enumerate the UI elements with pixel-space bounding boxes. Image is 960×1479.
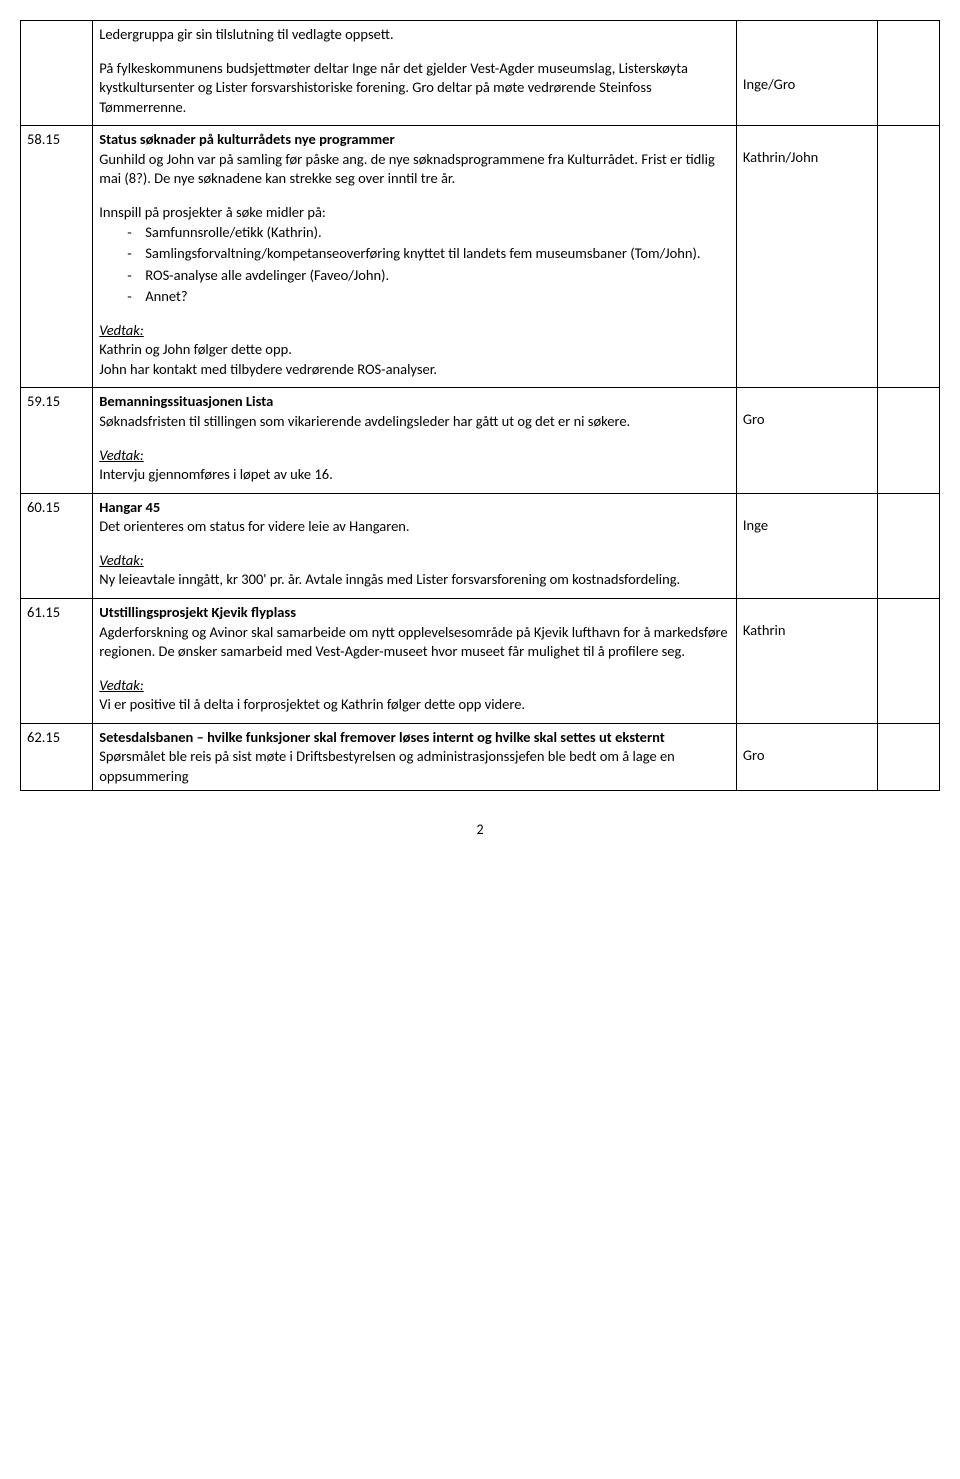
row-number: 60.15	[21, 493, 93, 598]
responsible-text: Gro	[743, 746, 765, 764]
row-body: Ledergruppa gir sin tilslutning til vedl…	[93, 21, 737, 126]
responsible-text: Kathrin/John	[743, 148, 818, 166]
row-heading: Utstillingsprosjekt Kjevik flyplass	[99, 603, 296, 621]
paragraph: Gunhild og John var på samling før påske…	[99, 150, 730, 189]
row-number: 62.15	[21, 723, 93, 791]
row-extra	[878, 493, 940, 598]
vedtak-text: Intervju gjennomføres i løpet av uke 16.	[99, 465, 730, 485]
list-item: Annet?	[127, 287, 730, 307]
paragraph: Agderforskning og Avinor skal samarbeide…	[99, 623, 730, 662]
paragraph: Det orienteres om status for videre leie…	[99, 517, 730, 537]
vedtak-label: Vedtak:	[99, 676, 143, 694]
row-extra	[878, 388, 940, 493]
row-extra	[878, 723, 940, 791]
vedtak-text: John har kontakt med tilbydere vedrørend…	[99, 360, 730, 380]
row-responsible: Gro	[736, 388, 877, 493]
vedtak-label: Vedtak:	[99, 446, 143, 464]
vedtak-text: Ny leieavtale inngått, kr 300' pr. år. A…	[99, 570, 730, 590]
row-responsible: Inge/Gro	[736, 21, 877, 126]
row-body: Hangar 45 Det orienteres om status for v…	[93, 493, 737, 598]
paragraph: Ledergruppa gir sin tilslutning til vedl…	[99, 25, 730, 45]
table-row: 58.15 Status søknader på kulturrådets ny…	[21, 126, 940, 388]
row-extra	[878, 21, 940, 126]
paragraph: Spørsmålet ble reis på sist møte i Drift…	[99, 747, 730, 786]
page-number: 2	[20, 821, 940, 840]
responsible-text: Gro	[743, 410, 765, 428]
row-body: Utstillingsprosjekt Kjevik flyplass Agde…	[93, 598, 737, 723]
row-heading: Bemanningssituasjonen Lista	[99, 392, 273, 410]
responsible-text: Kathrin	[743, 621, 786, 639]
row-body: Status søknader på kulturrådets nye prog…	[93, 126, 737, 388]
row-extra	[878, 126, 940, 388]
list-intro: Innspill på prosjekter å søke midler på:	[99, 203, 730, 223]
minutes-table: Ledergruppa gir sin tilslutning til vedl…	[20, 20, 940, 791]
list-item: Samlingsforvaltning/kompetanseoverføring…	[127, 244, 730, 264]
bullet-list: Samfunnsrolle/etikk (Kathrin). Samlingsf…	[99, 223, 730, 307]
list-item: Samfunnsrolle/etikk (Kathrin).	[127, 223, 730, 243]
row-heading: Status søknader på kulturrådets nye prog…	[99, 130, 394, 148]
row-responsible: Kathrin/John	[736, 126, 877, 388]
row-body: Bemanningssituasjonen Lista Søknadsfrist…	[93, 388, 737, 493]
table-row: Ledergruppa gir sin tilslutning til vedl…	[21, 21, 940, 126]
row-number	[21, 21, 93, 126]
row-responsible: Kathrin	[736, 598, 877, 723]
row-extra	[878, 598, 940, 723]
table-row: 61.15 Utstillingsprosjekt Kjevik flyplas…	[21, 598, 940, 723]
row-heading: Hangar 45	[99, 498, 160, 516]
list-item: ROS-analyse alle avdelinger (Faveo/John)…	[127, 266, 730, 286]
table-row: 59.15 Bemanningssituasjonen Lista Søknad…	[21, 388, 940, 493]
vedtak-label: Vedtak:	[99, 551, 143, 569]
vedtak-text: Kathrin og John følger dette opp.	[99, 340, 730, 360]
paragraph: På fylkeskommunens budsjettmøter deltar …	[99, 59, 730, 118]
row-responsible: Gro	[736, 723, 877, 791]
responsible-text: Inge/Gro	[743, 75, 795, 93]
row-body: Setesdalsbanen – hvilke funksjoner skal …	[93, 723, 737, 791]
row-responsible: Inge	[736, 493, 877, 598]
paragraph: Søknadsfristen til stillingen som vikari…	[99, 412, 730, 432]
responsible-text: Inge	[743, 516, 768, 534]
row-number: 58.15	[21, 126, 93, 388]
row-heading: Setesdalsbanen – hvilke funksjoner skal …	[99, 728, 665, 746]
vedtak-label: Vedtak:	[99, 321, 143, 339]
vedtak-text: Vi er positive til å delta i forprosjekt…	[99, 695, 730, 715]
table-row: 60.15 Hangar 45 Det orienteres om status…	[21, 493, 940, 598]
row-number: 61.15	[21, 598, 93, 723]
row-number: 59.15	[21, 388, 93, 493]
table-row: 62.15 Setesdalsbanen – hvilke funksjoner…	[21, 723, 940, 791]
